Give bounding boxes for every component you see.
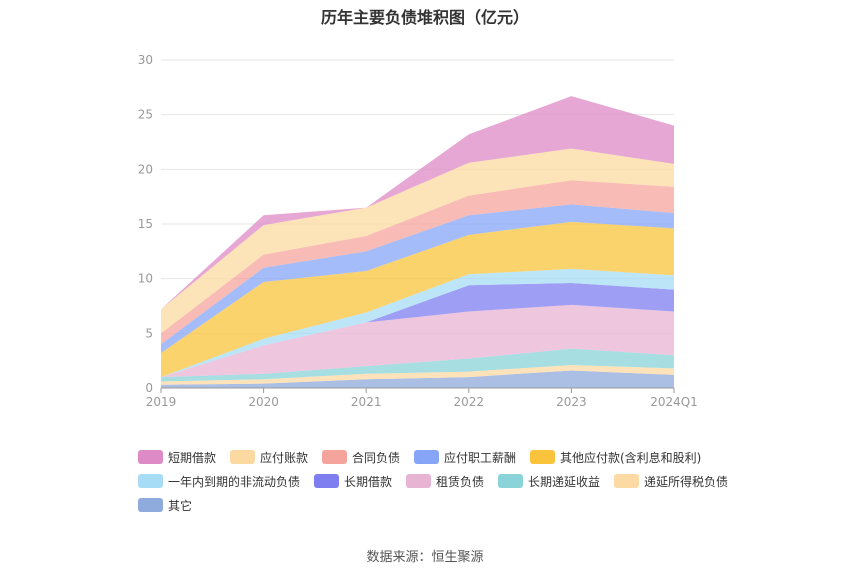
- legend-item[interactable]: 应付账款: [230, 449, 308, 465]
- legend-item[interactable]: 一年内到期的非流动负债: [138, 473, 300, 489]
- x-tick-label: 2019: [146, 395, 177, 409]
- legend-item[interactable]: 其他应付款(含利息和股利): [530, 449, 701, 465]
- legend-label: 其它: [168, 498, 193, 513]
- legend-swatch: [406, 474, 431, 488]
- chart-title: 历年主要负债堆积图（亿元）: [320, 8, 529, 27]
- legend-item[interactable]: 合同负债: [322, 449, 400, 465]
- legend-item[interactable]: 长期递延收益: [498, 473, 600, 489]
- area-series[interactable]: [161, 204, 674, 354]
- legend-item[interactable]: 租赁负债: [406, 473, 484, 489]
- area-series[interactable]: [161, 148, 674, 334]
- legend-label: 长期递延收益: [528, 474, 601, 489]
- area-series[interactable]: [161, 348, 674, 382]
- legend-swatch: [314, 474, 339, 488]
- legend-swatch: [138, 498, 163, 512]
- legend-item[interactable]: 其它: [138, 497, 192, 513]
- x-tick-label: 2022: [454, 395, 485, 409]
- legend-label: 其他应付款(含利息和股利): [560, 450, 702, 465]
- legend-label: 租赁负债: [436, 474, 485, 489]
- legend-label: 短期借款: [168, 450, 217, 465]
- legend-item[interactable]: 应付职工薪酬: [414, 449, 516, 465]
- stacked-areas: [161, 96, 674, 388]
- legend-label: 应付职工薪酬: [444, 450, 517, 465]
- legend-swatch: [614, 474, 639, 488]
- legend-swatch: [498, 474, 523, 488]
- y-tick-label: 30: [138, 53, 153, 67]
- area-series[interactable]: [161, 180, 674, 345]
- x-tick-label: 2021: [351, 395, 382, 409]
- legend-swatch: [138, 474, 163, 488]
- x-tick-label: 2020: [248, 395, 279, 409]
- legend-swatch: [138, 450, 163, 464]
- axes: 0 5 10 15 20 25 30 2019 2020 2021 2022 2023 2024Q1: [138, 53, 698, 409]
- legend-item[interactable]: 长期借款: [314, 473, 392, 489]
- legend-swatch: [230, 450, 255, 464]
- legend-label: 应付账款: [260, 450, 309, 465]
- legend-label: 递延所得税负债: [644, 474, 729, 489]
- x-tick-label: 2023: [556, 395, 587, 409]
- y-tick-label: 10: [138, 272, 153, 286]
- legend-swatch: [322, 450, 347, 464]
- area-series[interactable]: [161, 96, 674, 310]
- data-source: 数据来源：恒生聚源: [366, 550, 484, 565]
- legend-swatch: [530, 450, 555, 464]
- legend-item[interactable]: 递延所得税负债: [614, 473, 728, 489]
- legend-label: 合同负债: [352, 450, 401, 465]
- y-tick-label: 25: [138, 108, 153, 122]
- area-series[interactable]: [161, 268, 674, 378]
- y-tick-label: 20: [138, 162, 153, 176]
- legend-label: 长期借款: [344, 474, 393, 489]
- area-series[interactable]: [161, 365, 674, 385]
- legend-label: 一年内到期的非流动负债: [168, 474, 301, 489]
- area-series[interactable]: [161, 370, 674, 388]
- y-tick-label: 15: [138, 217, 153, 231]
- legend-swatch: [414, 450, 439, 464]
- x-tick-label: 2024Q1: [650, 395, 698, 409]
- area-series[interactable]: [161, 221, 674, 378]
- y-tick-label: 0: [145, 381, 153, 395]
- area-series[interactable]: [161, 304, 674, 378]
- y-tick-label: 5: [145, 326, 153, 340]
- area-series[interactable]: [161, 283, 674, 378]
- legend-item[interactable]: 短期借款: [138, 449, 216, 465]
